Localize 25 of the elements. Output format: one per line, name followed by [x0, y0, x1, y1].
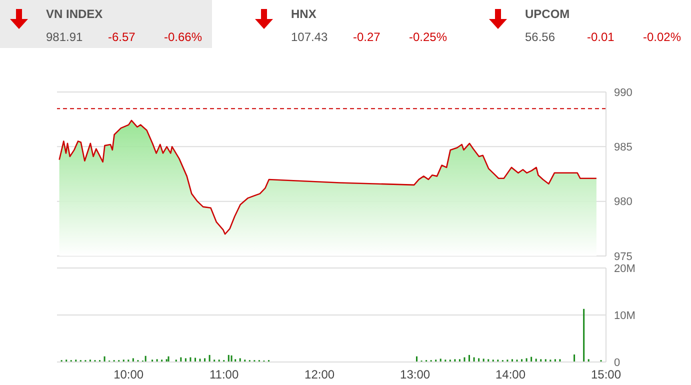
x-tick-label: 10:00: [114, 368, 144, 382]
y-tick-label: 10M: [614, 310, 636, 322]
y-tick-label: 0: [614, 356, 620, 369]
text: -0.01: [587, 30, 614, 44]
y-tick-label: 990: [614, 86, 632, 99]
text: 56.56: [525, 30, 556, 44]
text: 107.43: [291, 30, 328, 44]
y-tick-label: 985: [614, 142, 632, 154]
text: -6.57: [108, 30, 136, 44]
x-tick-label: 13:00: [400, 368, 430, 382]
text: -0.25%: [409, 30, 448, 44]
text: 981.91: [46, 30, 83, 44]
x-tick-label: 11:00: [210, 368, 239, 382]
x-tick-label: 15:00: [590, 368, 622, 382]
y-tick-label: 980: [614, 196, 632, 208]
category-label: VN INDEX: [46, 7, 103, 21]
y-tick-label: 975: [614, 250, 632, 263]
y-tick-label: 20M: [614, 262, 636, 275]
text: -0.02%: [643, 30, 682, 44]
x-tick-label: 14:00: [496, 368, 526, 382]
text: -0.27: [353, 30, 380, 44]
category-label: UPCOM: [525, 7, 570, 21]
text: -0.66%: [164, 30, 202, 44]
category-label: HNX: [291, 7, 316, 21]
x-tick-label: 12:00: [304, 368, 335, 382]
